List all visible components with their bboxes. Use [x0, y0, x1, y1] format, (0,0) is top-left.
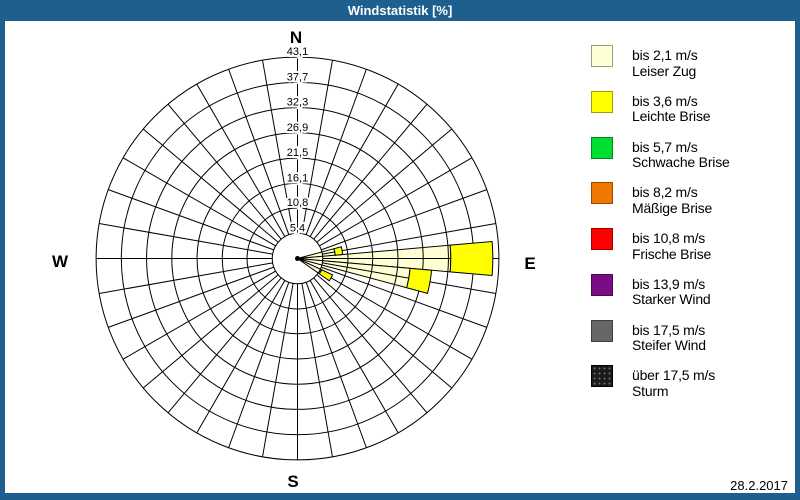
legend-item: bis 10,8 m/s Frische Brise	[591, 228, 791, 268]
legend-speed-label: bis 13,9 m/s	[632, 275, 706, 292]
legend-color-swatch	[591, 319, 613, 342]
legend-item: bis 2,1 m/s Leiser Zug	[591, 45, 791, 85]
legend-name-label: Sturm	[632, 382, 669, 399]
date-label: 28.2.2017	[730, 478, 788, 493]
title-bar: Windstatistik [%]	[0, 0, 800, 21]
legend-name-label: Mäßige Brise	[632, 199, 713, 216]
legend-color-swatch	[591, 182, 613, 205]
legend-color-swatch	[591, 273, 613, 296]
legend-name-label: Starker Wind	[632, 291, 711, 308]
legend-color-swatch	[591, 45, 613, 67]
legend-speed-label: bis 17,5 m/s	[632, 321, 706, 338]
legend-name-label: Schwache Brise	[632, 154, 730, 170]
compass-label-north: N	[289, 28, 303, 47]
compass-label-south: S	[287, 472, 299, 491]
compass-label-west: W	[51, 252, 69, 271]
window-title: Windstatistik [%]	[347, 3, 453, 18]
legend-name-label: Frische Brise	[632, 245, 712, 262]
legend-speed-label: bis 5,7 m/s	[632, 138, 698, 155]
legend-color-swatch	[591, 365, 613, 388]
legend-speed-label: bis 3,6 m/s	[632, 92, 698, 109]
legend-item: bis 3,6 m/s Leichte Brise	[591, 90, 791, 131]
legend-speed-label: bis 2,1 m/s	[632, 47, 698, 63]
legend-item: bis 17,5 m/s Steifer Wind	[591, 319, 791, 360]
legend-color-swatch	[591, 228, 613, 250]
legend-item: bis 5,7 m/s Schwache Brise	[591, 136, 791, 177]
legend-speed-label: bis 10,8 m/s	[632, 230, 706, 246]
legend-item: bis 13,9 m/s Starker Wind	[591, 273, 791, 314]
legend-item: bis 8,2 m/s Mäßige Brise	[591, 182, 791, 222]
legend-color-swatch	[591, 136, 613, 159]
legend-name-label: Leiser Zug	[632, 62, 697, 79]
legend-color-swatch	[591, 90, 613, 113]
legend: bis 2,1 m/s Leiser Zug bis 3,6 m/s Leich…	[591, 45, 791, 398]
legend-speed-label: über 17,5 m/s	[632, 367, 715, 384]
legend-name-label: Steifer Wind	[632, 337, 706, 353]
compass-label-east: E	[524, 254, 536, 273]
legend-item: über 17,5 m/s Sturm	[591, 365, 791, 405]
legend-name-label: Leichte Brise	[632, 108, 711, 125]
legend-speed-label: bis 8,2 m/s	[632, 184, 698, 201]
